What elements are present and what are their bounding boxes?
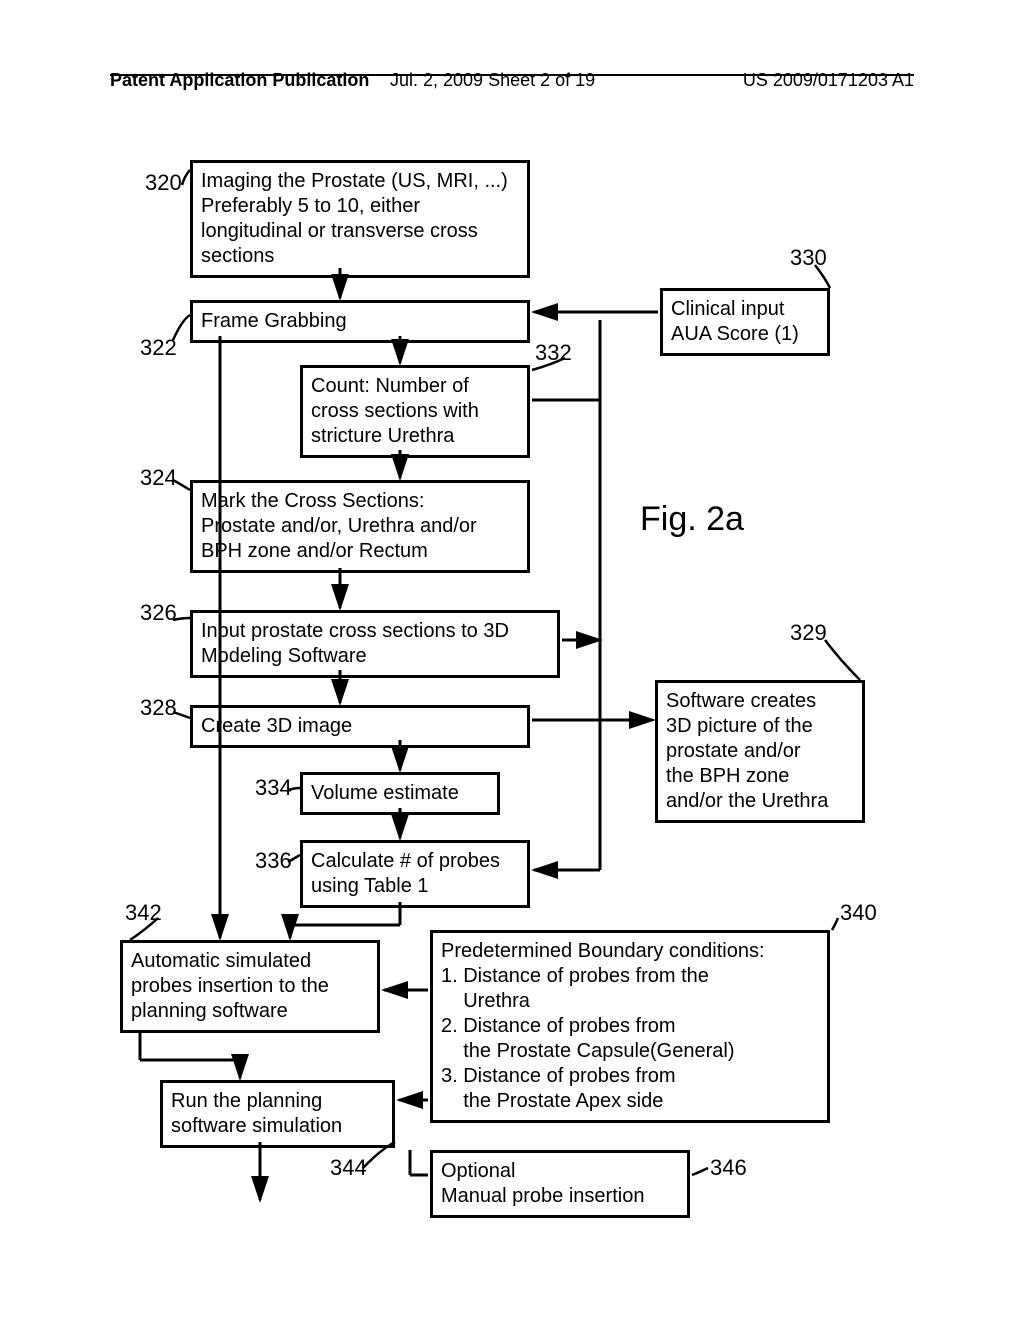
flowchart-diagram: Imaging the Prostate (US, MRI, ...)Prefe… [110, 140, 914, 1240]
box-create-3d-image: Create 3D image [190, 705, 530, 748]
page-header: Patent Application Publication Jul. 2, 2… [110, 70, 914, 76]
header-mid: Jul. 2, 2009 Sheet 2 of 19 [390, 70, 595, 91]
ref-336: 336 [255, 848, 292, 874]
ref-332: 332 [535, 340, 572, 366]
ref-329: 329 [790, 620, 827, 646]
box-input-3d-modeling: Input prostate cross sections to 3DModel… [190, 610, 560, 678]
box-clinical-input: Clinical inputAUA Score (1) [660, 288, 830, 356]
box-calculate-probes: Calculate # of probesusing Table 1 [300, 840, 530, 908]
ref-344: 344 [330, 1155, 367, 1181]
ref-340: 340 [840, 900, 877, 926]
ref-346: 346 [710, 1155, 747, 1181]
figure-label: Fig. 2a [640, 500, 744, 539]
box-count-cross-sections: Count: Number ofcross sections withstric… [300, 365, 530, 458]
ref-326: 326 [140, 600, 177, 626]
box-frame-grabbing: Frame Grabbing [190, 300, 530, 343]
ref-334: 334 [255, 775, 292, 801]
ref-328: 328 [140, 695, 177, 721]
box-boundary-conditions: Predetermined Boundary conditions:1. Dis… [430, 930, 830, 1123]
ref-330: 330 [790, 245, 827, 271]
box-auto-simulated-probes: Automatic simulatedprobes insertion to t… [120, 940, 380, 1033]
box-run-simulation: Run the planningsoftware simulation [160, 1080, 395, 1148]
ref-324: 324 [140, 465, 177, 491]
header-right: US 2009/0171203 A1 [743, 70, 914, 91]
ref-342: 342 [125, 900, 162, 926]
box-software-creates-3d: Software creates3D picture of theprostat… [655, 680, 865, 823]
header-left: Patent Application Publication [110, 70, 369, 91]
box-imaging-prostate: Imaging the Prostate (US, MRI, ...)Prefe… [190, 160, 530, 278]
box-manual-probe-insertion: OptionalManual probe insertion [430, 1150, 690, 1218]
box-mark-cross-sections: Mark the Cross Sections:Prostate and/or,… [190, 480, 530, 573]
ref-320: 320 [145, 170, 182, 196]
box-volume-estimate: Volume estimate [300, 772, 500, 815]
ref-322: 322 [140, 335, 177, 361]
